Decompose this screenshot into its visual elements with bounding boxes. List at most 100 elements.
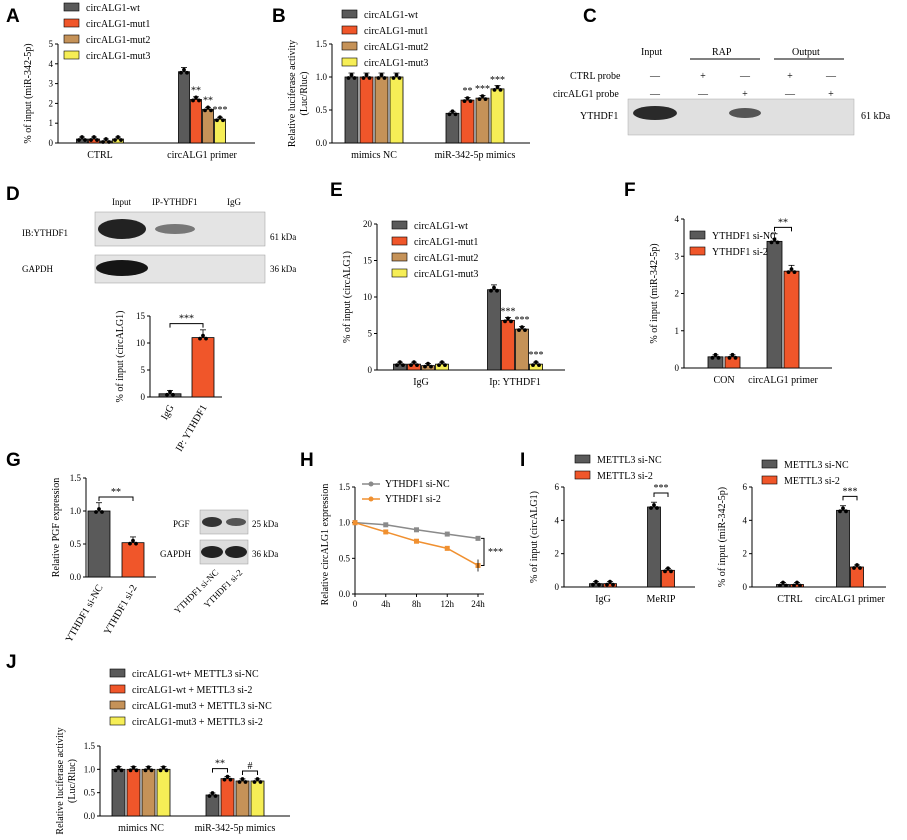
blot-c-sign-probe-4: + [828, 89, 834, 100]
chart-h-ytick: 1.5 [339, 482, 351, 492]
chart-d-point [198, 336, 202, 341]
chart-b-bar [460, 99, 475, 144]
chart-e-legend-swatch [391, 220, 408, 230]
chart-j-ylabel: Relative luciferase activity [55, 727, 66, 834]
chart-e-point [426, 361, 430, 366]
blot-c-header-input: Input [641, 47, 662, 58]
chart-a-point [95, 138, 99, 142]
chart-e-point [506, 316, 510, 321]
chart-b-bar [344, 76, 359, 144]
chart-i2-legend-swatch [761, 459, 778, 469]
chart-b-legend-label: circALG1-mut3 [364, 58, 428, 69]
chart-e-point [409, 363, 413, 368]
chart-i1-point [591, 582, 595, 587]
chart-j-xtick: mimics NC [118, 823, 164, 834]
chart-g-point [128, 541, 132, 546]
chart-e-ytick: 15 [363, 256, 373, 266]
chart-j-point [131, 765, 136, 770]
blot-c-row-ctrl: CTRL probe [570, 71, 621, 82]
chart-b-point [379, 73, 384, 77]
chart-j-bar [141, 768, 156, 817]
chart-i2-legend-label: METTL3 si-2 [784, 476, 840, 487]
chart-b-point [447, 112, 452, 117]
chart-a-ytick: 3 [49, 79, 54, 89]
chart-j-legend-label: circALG1-mut3 + METTL3 si-NC [132, 701, 272, 712]
chart-f-bar [766, 240, 783, 369]
chart-h-ytick: 0.5 [339, 553, 351, 563]
chart-b-point [391, 76, 396, 80]
chart-j-point [161, 765, 166, 770]
chart-h-ylabel: Relative circALG1 expression [320, 484, 331, 606]
chart-b-legend-swatch [341, 41, 358, 51]
blot-c-sign-probe-1: — [697, 89, 709, 100]
chart-i2-point [844, 509, 848, 514]
chart-b-xtick: mimics NC [351, 150, 397, 161]
chart-b-point [462, 99, 467, 103]
chart-a: 0 1 2 3 4 5 % of input (miR-342-5p) CTRL circALG… [23, 2, 255, 161]
chart-h-xtick: 24h [471, 599, 485, 609]
chart-i1-bracket [653, 492, 669, 497]
chart-e-point [423, 364, 427, 369]
chart-a-sig: ** [203, 95, 213, 106]
chart-a-point [221, 118, 225, 123]
panel-label-a: A [6, 6, 20, 27]
chart-i1-point [666, 566, 670, 571]
blot-d-band-ythdf1: IB:YTHDF1 [22, 228, 68, 238]
blot-d: Input IP-YTHDF1 IgG IB:YTHDF1 GAPDH 61 k… [22, 197, 296, 284]
blot-d-band-gapdh: GAPDH [22, 264, 54, 274]
blot-c-sign-ctrl-3: + [787, 71, 793, 82]
chart-j-point [213, 794, 218, 798]
chart-b-point [397, 76, 402, 80]
chart-f-point [730, 352, 735, 357]
chart-e-sig: *** [515, 315, 530, 326]
chart-i1-bar [647, 506, 661, 588]
chart-h-sig: *** [488, 547, 503, 558]
chart-g-ytick: 1.0 [70, 506, 82, 516]
chart-g-xtick: YTHDF1 si-NC [64, 583, 106, 645]
chart-a-point [80, 135, 84, 139]
chart-b-point [367, 76, 372, 80]
chart-a-point [101, 140, 105, 144]
chart-b-legend-swatch [341, 9, 358, 19]
chart-d-ytick: 0 [141, 392, 146, 402]
chart-f-point [786, 270, 791, 275]
chart-i1-point [605, 582, 609, 587]
blot-g: PGF GAPDH 25 kDa 36 kDa YTHDF1 si-NC YTH… [160, 509, 278, 616]
blot-c-kda: 61 kDa [861, 111, 891, 122]
chart-a-xtick: CTRL [87, 150, 113, 161]
blot-c-sign-probe-3: — [784, 89, 796, 100]
blot-g-kda-2: 36 kDa [252, 549, 278, 559]
chart-f-bracket [774, 226, 792, 232]
chart-a-ytick: 4 [49, 59, 54, 69]
chart-j-sig: ** [215, 759, 225, 770]
chart-d-xtick: IgG [159, 403, 176, 422]
chart-b-ytick: 1.5 [316, 39, 328, 49]
blot-d-header-input: Input [112, 197, 131, 207]
chart-i1-point [655, 506, 659, 510]
chart-e-legend-label: circALG1-wt [414, 221, 468, 232]
blot-c-sign-ctrl-0: — [649, 71, 661, 82]
chart-e-xtick: IgG [413, 377, 429, 388]
chart-a-xtick: circALG1 primer [167, 150, 237, 161]
chart-g-point [134, 541, 138, 546]
chart-d-point [201, 333, 205, 338]
chart-g-point [94, 510, 98, 514]
chart-h-legend-swatch [368, 496, 374, 502]
chart-b-ylabel-unit: (Luc/Rluc) [299, 72, 310, 116]
chart-j-bar [156, 768, 171, 817]
chart-e-point [520, 325, 524, 330]
chart-j-bar [235, 780, 250, 817]
chart-d-sig: *** [179, 314, 194, 325]
blot-d-kda-1: 61 kDa [270, 232, 296, 242]
chart-e-point [489, 288, 493, 293]
chart-g-point [131, 538, 135, 543]
chart-f-ylabel: % of input (miR-342-5p) [649, 243, 660, 343]
chart-d-bar [191, 337, 215, 398]
chart-b-point [376, 76, 381, 80]
chart-e-legend-swatch [391, 236, 408, 246]
blot-c-sign-probe-0: — [649, 89, 661, 100]
chart-e-ytick: 0 [368, 365, 373, 375]
chart-j-point [237, 780, 242, 784]
chart-e-point [437, 363, 441, 368]
chart-b-bar [374, 76, 389, 144]
